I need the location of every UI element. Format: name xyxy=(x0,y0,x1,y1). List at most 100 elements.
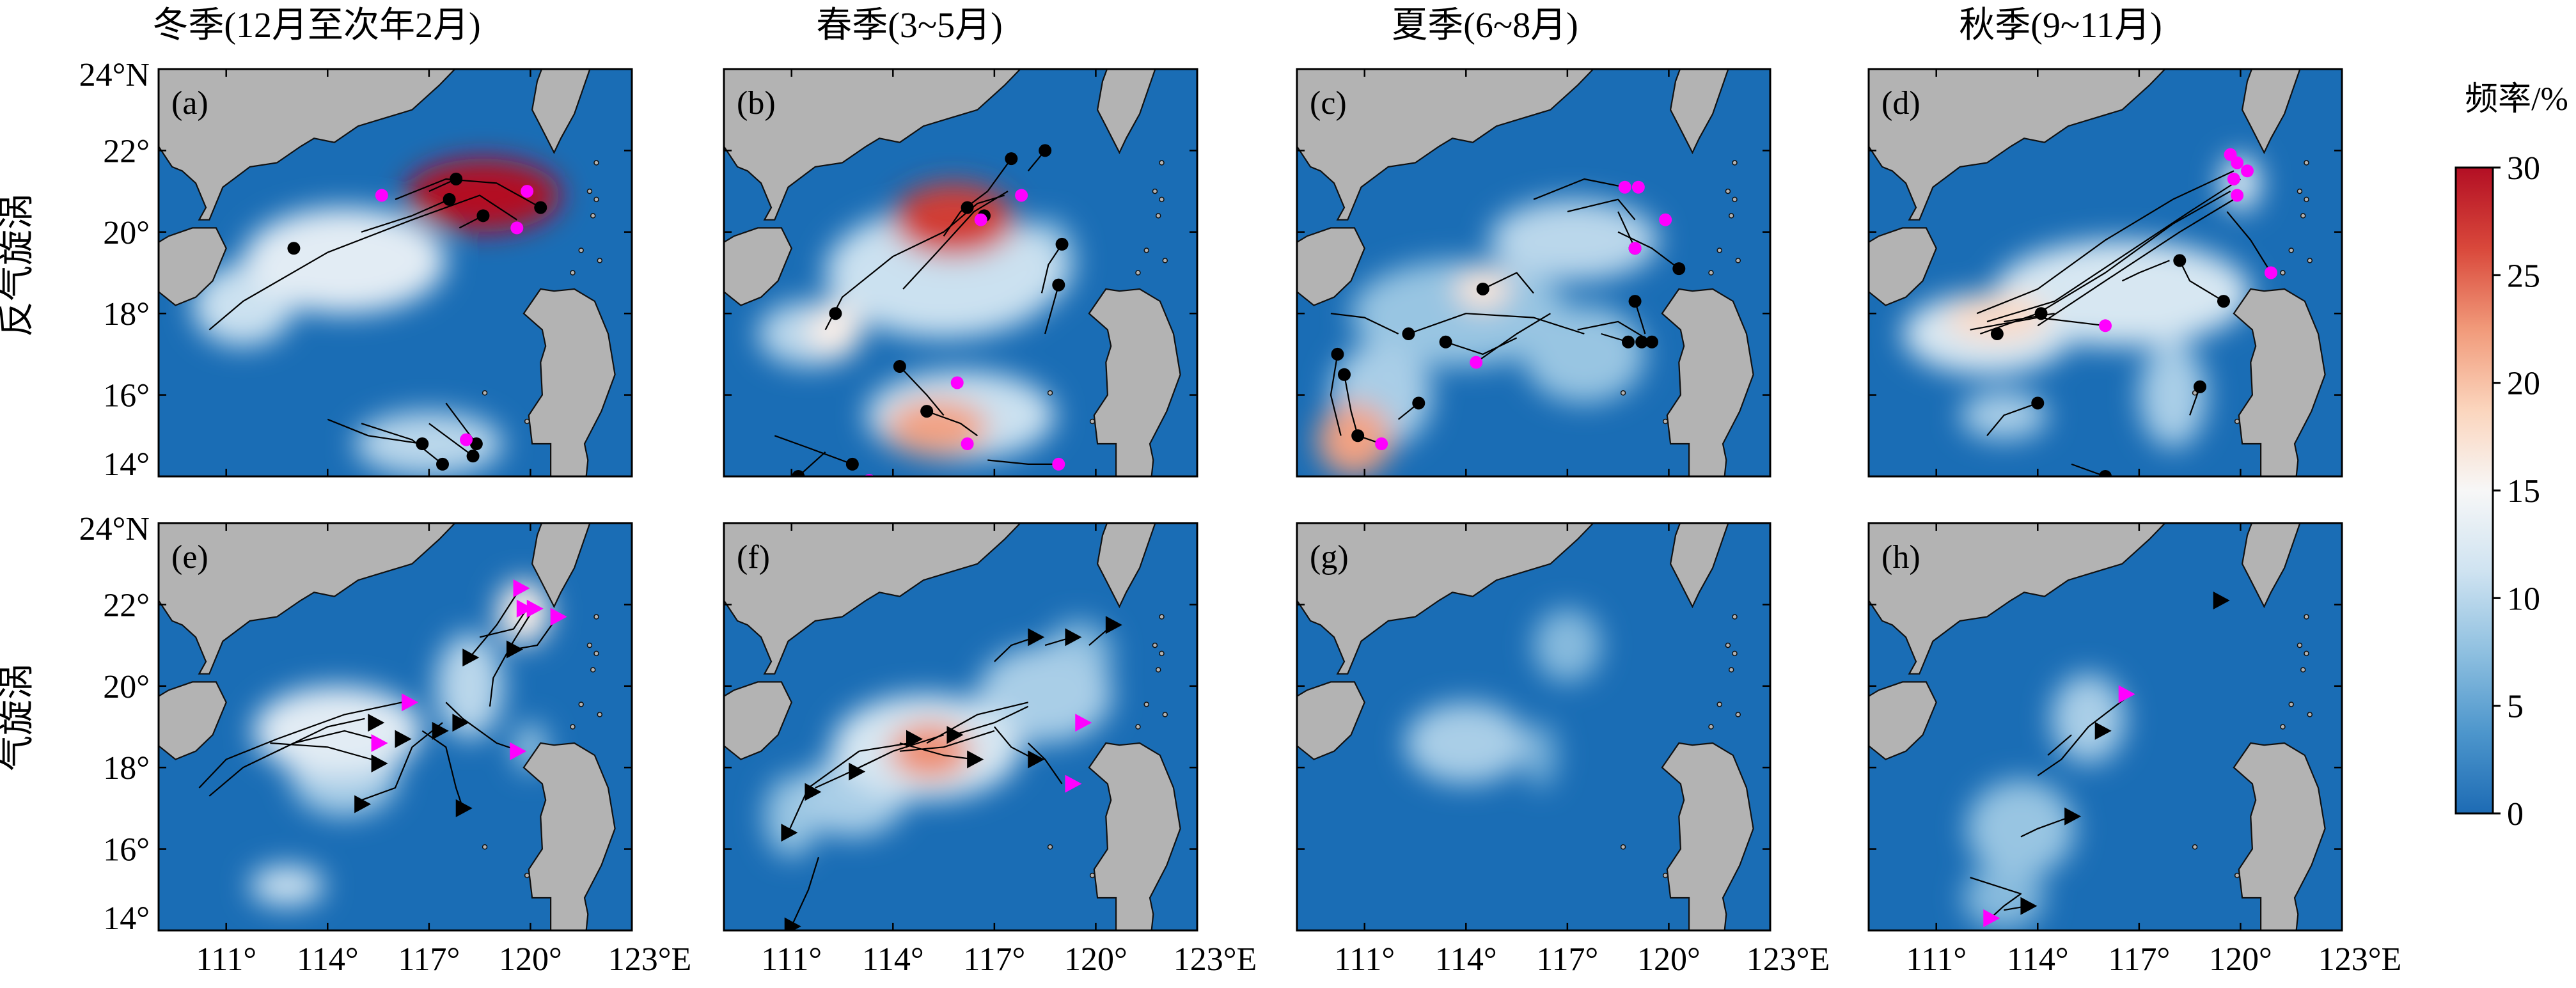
eddy-track xyxy=(428,423,474,457)
lat-tick-label: 18° xyxy=(103,750,150,787)
land xyxy=(1297,523,1754,930)
end-marker xyxy=(974,213,987,226)
frequency-blob xyxy=(1534,608,1601,682)
eddy-track xyxy=(1482,272,1534,294)
panel-frame xyxy=(1867,522,2343,932)
eddy-track xyxy=(787,742,910,833)
lat-tick-label: 24°N xyxy=(79,511,150,547)
frequency-blob xyxy=(2139,341,2207,448)
start-marker xyxy=(967,750,984,769)
frequency-field xyxy=(1405,608,1601,788)
island xyxy=(1152,642,1158,648)
land-taiwan xyxy=(1669,69,1729,155)
island xyxy=(2307,258,2313,263)
eddy-track xyxy=(899,366,945,416)
start-marker xyxy=(1028,628,1045,647)
land-luzon xyxy=(1661,288,1754,476)
lat-tick-label: 18° xyxy=(103,296,150,333)
end-marker xyxy=(1628,242,1642,255)
eddy-track xyxy=(327,418,423,445)
start-marker xyxy=(395,730,412,748)
eddy-track xyxy=(943,191,988,237)
panel-frame xyxy=(1867,68,2343,478)
start-marker xyxy=(455,799,473,817)
start-marker xyxy=(781,824,798,842)
tick-marks xyxy=(724,522,1198,932)
eddy-track xyxy=(208,194,517,331)
lon-tick-label: 123°E xyxy=(1174,941,1257,978)
eddy-track xyxy=(1986,402,2038,437)
eddy-track xyxy=(1044,285,1060,334)
island xyxy=(2304,160,2309,166)
tick-marks xyxy=(724,68,1198,478)
frequency-blob xyxy=(405,159,561,232)
island xyxy=(2304,614,2309,620)
eddy-track xyxy=(899,730,995,752)
island xyxy=(1159,650,1165,657)
lon-tick-label: 114° xyxy=(1435,941,1497,978)
island xyxy=(597,258,603,263)
start-marker xyxy=(1331,347,1344,361)
end-marker xyxy=(402,693,419,712)
tick-marks xyxy=(1297,522,1771,932)
end-marker xyxy=(2118,685,2135,703)
frequency-blob xyxy=(1523,723,1558,788)
end-marker xyxy=(510,742,527,760)
eddy-track xyxy=(2047,734,2072,756)
island xyxy=(524,872,530,879)
island xyxy=(2192,844,2198,850)
eddy-track xyxy=(1475,313,1551,363)
island xyxy=(1732,160,1738,166)
island xyxy=(1716,702,1722,707)
tick-marks xyxy=(159,522,633,932)
island xyxy=(1155,213,1161,219)
island xyxy=(2297,642,2303,648)
end-marker xyxy=(526,599,544,618)
colorbar: 频率/% 30 25 20 15 10 5 0 xyxy=(2454,81,2568,833)
start-marker xyxy=(1635,335,1649,349)
island xyxy=(2300,667,2306,673)
land-mindoro xyxy=(1124,932,1146,955)
island xyxy=(1620,390,1626,396)
lon-tick-label: 123°E xyxy=(2318,941,2402,978)
land-luzon xyxy=(522,288,616,476)
lon-tick-label: 120° xyxy=(1064,941,1127,978)
start-marker xyxy=(443,192,456,206)
lon-tick-label: 123°E xyxy=(1747,941,1830,978)
eddy-tracks xyxy=(198,579,567,817)
start-marker xyxy=(416,437,429,451)
end-marker xyxy=(516,599,533,618)
map-panel-summer-cyclonic: (g) xyxy=(1296,522,1771,932)
island xyxy=(2288,702,2294,707)
island xyxy=(1159,614,1165,620)
land xyxy=(1297,69,1754,476)
map-panel-spring-anticyclonic: (b) xyxy=(723,68,1198,478)
island xyxy=(2307,712,2313,717)
start-marker xyxy=(466,450,480,463)
start-marker xyxy=(1028,750,1045,769)
end-marker xyxy=(961,437,974,451)
map-panel-autumn-cyclonic: (h) xyxy=(1867,522,2343,932)
island xyxy=(1143,247,1149,253)
start-marker xyxy=(805,783,822,801)
frequency-blob xyxy=(1405,702,1527,784)
start-marker xyxy=(436,457,449,471)
lat-tick-label: 22° xyxy=(103,587,150,623)
end-marker xyxy=(513,579,530,597)
start-marker xyxy=(1065,628,1082,647)
start-marker xyxy=(1622,335,1635,349)
row-title-anticyclonic: 反气旋涡 xyxy=(0,194,37,337)
eddy-track xyxy=(2037,698,2126,776)
start-marker xyxy=(961,201,974,214)
lon-tick-label: 111° xyxy=(761,941,822,978)
panel-label: (f) xyxy=(737,539,770,576)
island xyxy=(482,844,488,850)
start-marker xyxy=(784,917,801,930)
eddy-track xyxy=(1617,211,1636,249)
start-marker xyxy=(1990,327,2004,341)
island xyxy=(1135,724,1141,730)
island xyxy=(2234,418,2240,425)
start-marker xyxy=(845,457,859,471)
land xyxy=(159,69,616,476)
eddy-track xyxy=(1330,354,1342,436)
